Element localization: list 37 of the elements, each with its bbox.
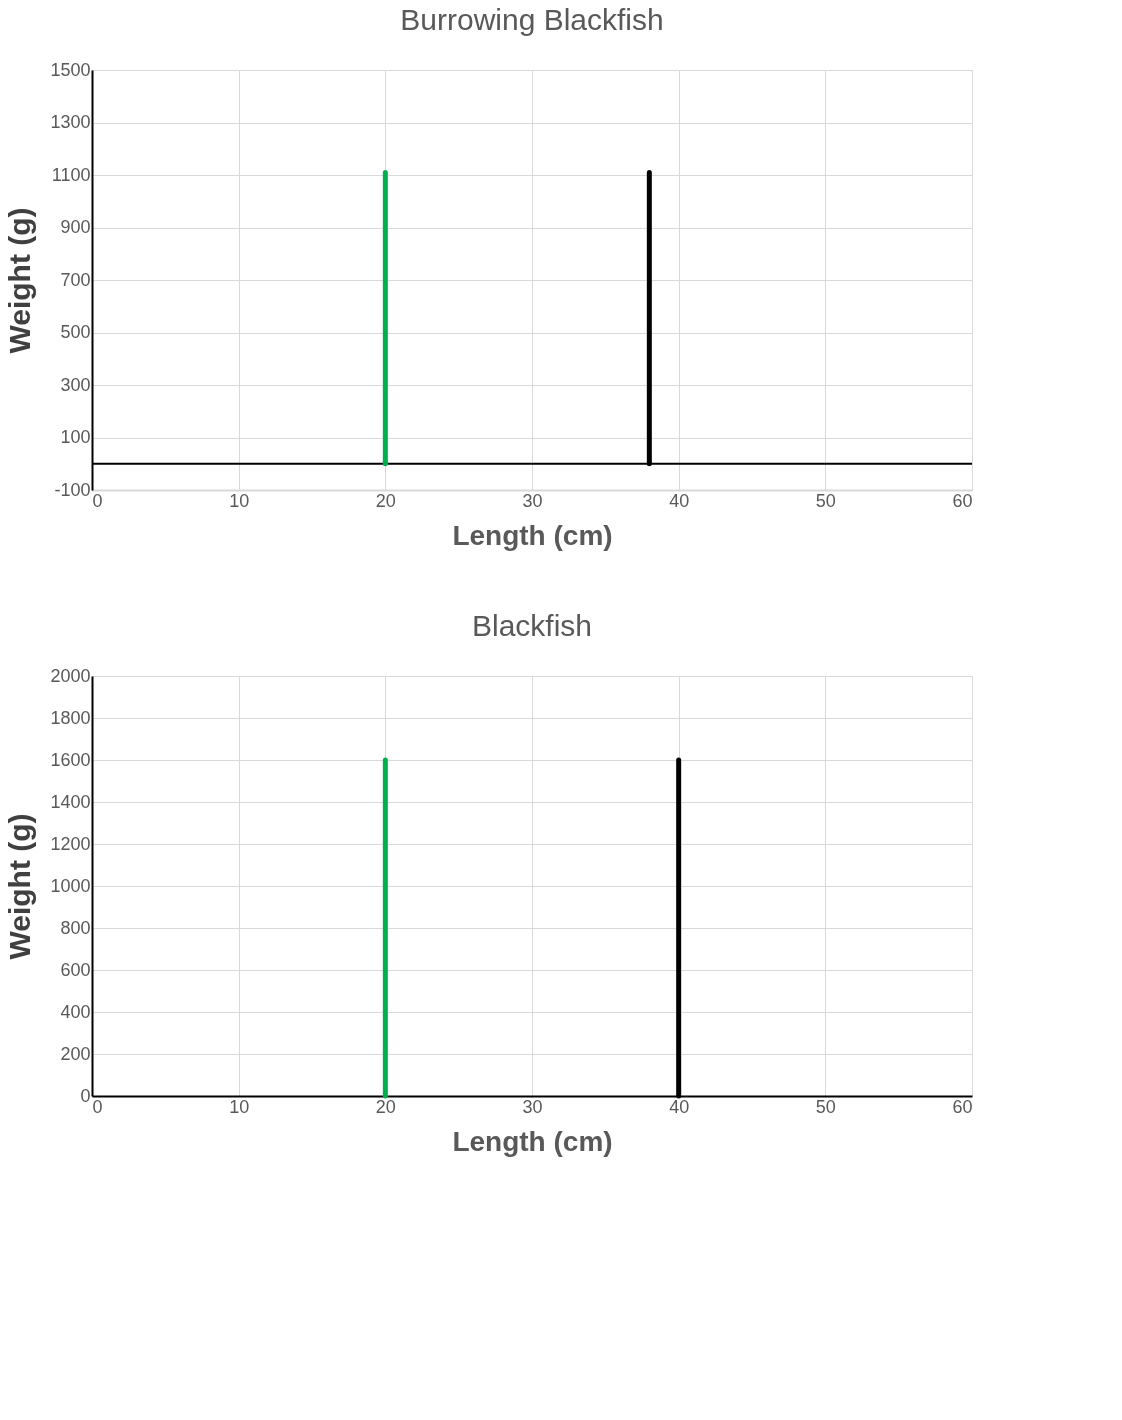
y-tick-label: 500 [60, 322, 91, 342]
x-tick-label: 50 [815, 1096, 836, 1117]
y-tick-label: -100 [54, 479, 91, 500]
y-tick-label: 800 [60, 917, 91, 938]
y-tick-label: 1500 [50, 59, 91, 80]
y-tick-label: 1400 [50, 791, 91, 812]
x-tick-label: 30 [522, 490, 543, 511]
y-tick-label: 400 [60, 1001, 91, 1022]
y-tick-label: 700 [60, 269, 91, 290]
x-axis-title: Length (cm) [452, 1125, 613, 1157]
y-tick-label: 1000 [50, 875, 91, 896]
x-tick-label: 10 [229, 1096, 250, 1117]
y-tick-label: 1600 [50, 749, 91, 770]
x-axis-title: Length (cm) [452, 519, 613, 551]
y-axis-title: Weight (g) [3, 207, 37, 354]
y-tick-label: 1800 [50, 707, 91, 728]
x-tick-label: 20 [375, 490, 396, 511]
y-tick-label: 600 [60, 959, 91, 980]
x-tick-label: 50 [815, 490, 836, 511]
x-tick-label: 40 [669, 1096, 690, 1117]
x-tick-label: 10 [229, 490, 250, 511]
y-tick-label: 1100 [51, 164, 91, 185]
y-axis-title: Weight (g) [3, 813, 37, 960]
y-tick-label: 300 [60, 374, 91, 395]
x-tick-label: 60 [952, 1096, 973, 1117]
chart-title: Blackfish [471, 609, 593, 642]
y-tick-label: 2000 [50, 665, 91, 686]
y-tick-label: 1300 [50, 112, 91, 132]
x-tick-label: 60 [952, 490, 973, 511]
y-tick-label: 200 [60, 1043, 91, 1064]
y-tick-label: 900 [60, 217, 91, 237]
x-tick-label: 40 [669, 490, 690, 511]
x-tick-label: 20 [375, 1096, 396, 1117]
y-tick-label: 1200 [50, 833, 91, 854]
chart-title: Burrowing Blackfish [400, 3, 664, 36]
x-tick-label: 30 [522, 1096, 543, 1117]
y-tick-label: 100 [60, 427, 91, 447]
